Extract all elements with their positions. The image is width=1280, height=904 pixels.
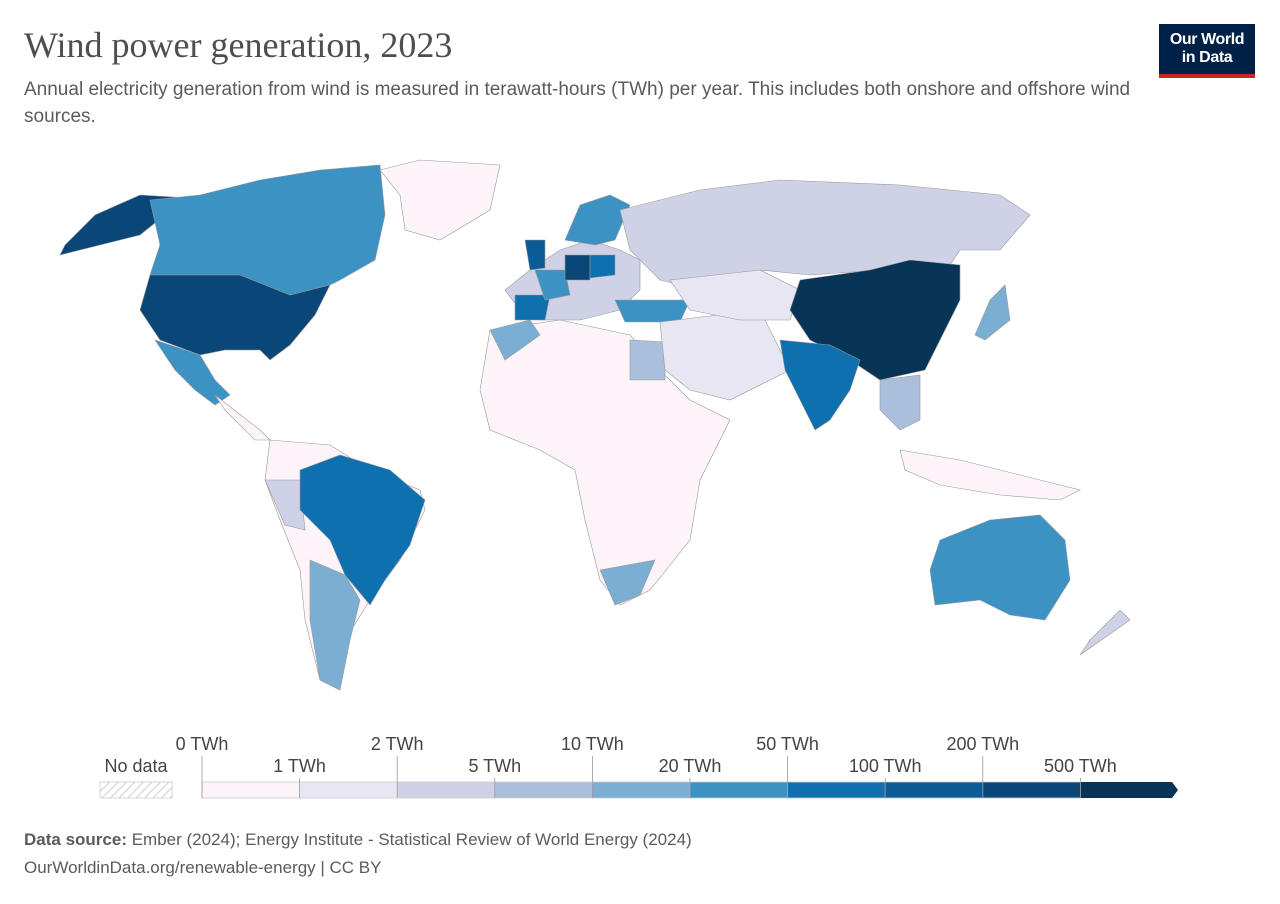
legend-no-data-swatch <box>99 781 173 799</box>
country[interactable] <box>589 254 616 279</box>
legend-tick-label: 200 TWh <box>946 734 1019 754</box>
country[interactable] <box>264 479 306 531</box>
legend-tick-label: 5 TWh <box>468 756 521 776</box>
legend-no-data-label: No data <box>104 756 168 776</box>
country[interactable] <box>139 274 331 361</box>
country[interactable] <box>899 449 1081 501</box>
legend-tick-label: 20 TWh <box>659 756 722 776</box>
country[interactable] <box>534 269 571 301</box>
legend-bin <box>982 781 1081 799</box>
legend-bin <box>1080 782 1178 798</box>
legend-tick-label: 1 TWh <box>273 756 326 776</box>
legend-tick-label: 100 TWh <box>849 756 922 776</box>
country[interactable] <box>659 309 791 401</box>
legend-bin <box>201 781 300 799</box>
legend-tick-label: 50 TWh <box>756 734 819 754</box>
legend-bin <box>689 781 788 799</box>
url: OurWorldinData.org/renewable-energy | CC… <box>24 858 382 877</box>
country[interactable] <box>599 559 656 606</box>
legend-bin <box>787 781 886 799</box>
source-text: Ember (2024); Energy Institute - Statist… <box>131 830 692 849</box>
country[interactable] <box>524 239 546 271</box>
country[interactable] <box>564 194 631 246</box>
legend-bin <box>299 781 398 799</box>
legend-bin <box>884 781 984 799</box>
legend-bin <box>592 781 691 799</box>
country[interactable] <box>619 179 1031 291</box>
logo-line: in Data <box>1181 49 1233 66</box>
country[interactable] <box>214 394 271 441</box>
source-label: Data source: <box>24 830 127 849</box>
subtitle: Annual electricity generation from wind … <box>24 79 1131 127</box>
country[interactable] <box>779 339 861 431</box>
country[interactable] <box>929 514 1071 621</box>
legend-bin <box>396 781 496 799</box>
country[interactable] <box>669 269 801 321</box>
legend-tick-label: 2 TWh <box>371 734 424 754</box>
country[interactable] <box>629 339 666 381</box>
country[interactable] <box>1079 609 1131 656</box>
country[interactable] <box>489 319 541 361</box>
country[interactable] <box>974 284 1011 341</box>
country[interactable] <box>514 294 551 321</box>
country[interactable] <box>379 159 501 241</box>
logo[interactable]: Our World in Data <box>1159 24 1255 78</box>
country[interactable] <box>309 559 361 691</box>
countries <box>59 159 1131 691</box>
legend: No data 0 TWh 1 TWh 2 TWh 5 TWh 10 TWh 20 TWh… <box>99 734 1178 799</box>
legend-tick-label: 0 TWh <box>176 734 229 754</box>
legend-bin <box>494 781 593 799</box>
country[interactable] <box>299 454 426 606</box>
footer: Data source: Ember (2024); Energy Instit… <box>24 826 692 882</box>
country[interactable] <box>879 374 921 431</box>
legend-tick-label: 10 TWh <box>561 734 624 754</box>
source-line: Data source: Ember (2024); Energy Instit… <box>24 826 692 854</box>
country[interactable] <box>154 339 231 406</box>
title: Wind power generation, 2023 <box>24 25 453 65</box>
legend-tick-label: 500 TWh <box>1044 756 1117 776</box>
country[interactable] <box>614 299 691 323</box>
logo-line: Our World <box>1169 31 1245 48</box>
country[interactable] <box>564 254 591 281</box>
